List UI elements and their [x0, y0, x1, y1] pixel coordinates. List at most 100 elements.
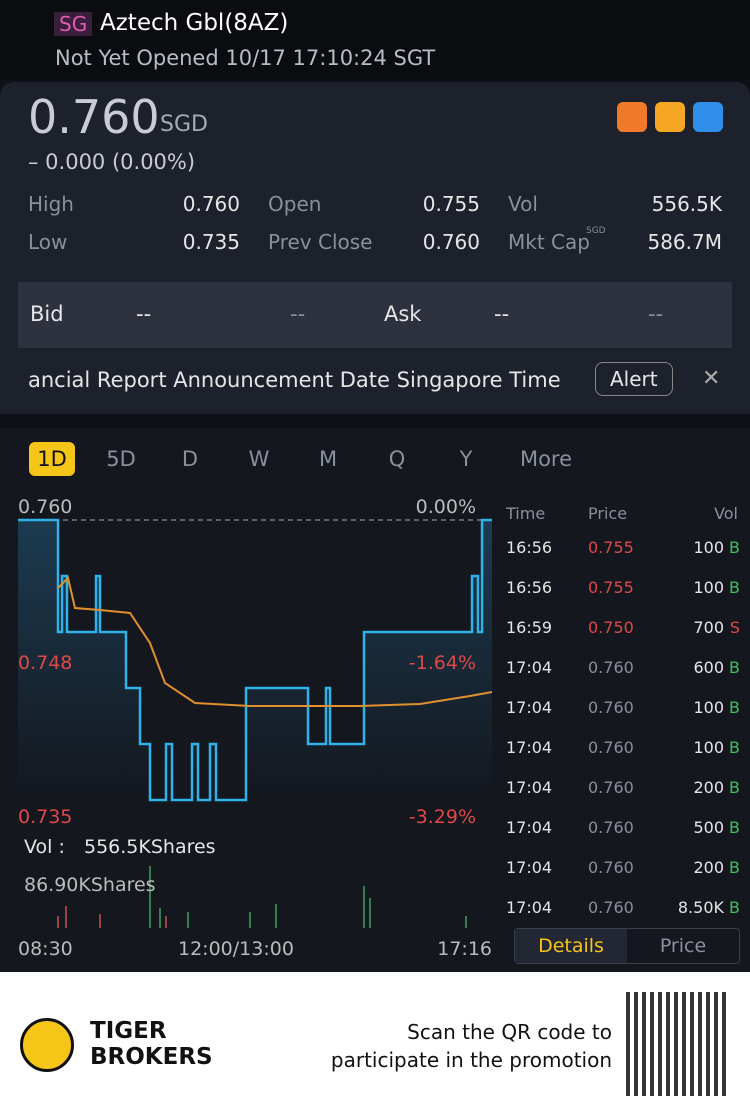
- close-icon[interactable]: ✕: [702, 366, 721, 391]
- trade-side: B: [729, 658, 740, 677]
- period-tab[interactable]: M: [318, 447, 338, 471]
- brand: TIGER: [90, 1018, 167, 1044]
- stat-value: 0.760: [182, 192, 240, 216]
- trade-header: Price: [588, 504, 628, 523]
- stat-value: 0.760: [422, 230, 480, 254]
- vol-max: 86.90KShares: [24, 874, 156, 896]
- chart-panel: 1D 5D D W M Q Y More 0.760 0.00% 0.748 -1.64% 0.735…: [0, 428, 750, 972]
- price: 0.760: [28, 90, 160, 144]
- trade-side: B: [729, 578, 740, 597]
- trade-vol: 500: [693, 818, 724, 837]
- ask-size: --: [648, 302, 664, 326]
- top-bar: SG Aztech Gbl(8AZ) Not Yet Opened 10/17 …: [0, 0, 750, 80]
- trade-price: 0.755: [588, 538, 634, 557]
- trade-vol: 8.50K: [677, 898, 724, 917]
- logo: [20, 1018, 74, 1072]
- period-tab[interactable]: Q: [388, 447, 406, 471]
- trade-time: 17:04: [506, 898, 553, 917]
- change: – 0.000 (0.00%): [28, 150, 196, 174]
- trade-side: B: [729, 858, 740, 877]
- vol-label: Vol :: [24, 836, 65, 858]
- trade-price: 0.760: [588, 858, 634, 877]
- avg-line: [57, 576, 493, 707]
- stat-value: 0.735: [182, 230, 240, 254]
- period-tab[interactable]: D: [181, 447, 199, 471]
- price-label: 0.735: [18, 806, 73, 828]
- trade-price: 0.760: [588, 778, 634, 797]
- qr-code: [626, 992, 730, 1096]
- stat-label: High: [28, 192, 74, 216]
- trade-side: B: [729, 818, 740, 837]
- stock-name: Aztech Gbl(8AZ): [100, 10, 289, 36]
- trade-vol: 100: [693, 738, 724, 757]
- trade-vol: 600: [693, 658, 724, 677]
- trade-time: 17:04: [506, 738, 553, 757]
- trade-time: 17:04: [506, 818, 553, 837]
- trade-vol: 200: [693, 858, 724, 877]
- period-tab[interactable]: 1D: [29, 442, 75, 476]
- volume-bars: [149, 866, 467, 928]
- vol-value: 556.5KShares: [84, 836, 216, 858]
- trade-price: 0.760: [588, 738, 634, 757]
- trade-vol: 100: [693, 538, 724, 557]
- volume-bars: [57, 906, 167, 928]
- price-label: 0.760: [18, 496, 73, 518]
- pct-label: 0.00%: [415, 496, 476, 518]
- footer: TIGER BROKERS Scan the QR code to partic…: [0, 972, 750, 1118]
- price-button[interactable]: Price: [659, 935, 707, 957]
- period-tab[interactable]: W: [248, 447, 270, 471]
- bid: --: [136, 302, 152, 326]
- trade-price: 0.760: [588, 898, 634, 917]
- stat-label: Mkt Cap: [508, 230, 590, 254]
- promo: Scan the QR code to: [407, 1020, 612, 1044]
- intraday-chart: [18, 518, 493, 928]
- trade-vol: 100: [693, 698, 724, 717]
- quote-panel: 0.760 SGD – 0.000 (0.00%) High 0.760 Open 0…: [0, 82, 750, 414]
- period-tab[interactable]: More: [519, 447, 573, 471]
- trade-side: B: [729, 778, 740, 797]
- trade-side: S: [729, 618, 740, 637]
- trade-side: B: [729, 738, 740, 757]
- detail-tabs: Details Price: [514, 928, 740, 964]
- trade-price: 0.755: [588, 578, 634, 597]
- x-label: 08:30: [18, 938, 73, 960]
- ask: --: [494, 302, 510, 326]
- price-area: [18, 520, 492, 800]
- bid-label: Bid: [30, 302, 64, 326]
- x-label: 17:16: [437, 938, 492, 960]
- trade-side: B: [729, 898, 740, 917]
- pct-label: -1.64%: [408, 652, 476, 674]
- period-tab[interactable]: Y: [459, 447, 473, 471]
- stat-value: 556.5K: [651, 192, 722, 216]
- stat-value: 0.755: [422, 192, 480, 216]
- trade-time: 16:56: [506, 578, 553, 597]
- trade-time: 17:04: [506, 698, 553, 717]
- banner-text: ancial Report Announcement Date Singapor…: [28, 368, 568, 392]
- market-badge: SG: [54, 12, 93, 36]
- trade-time: 17:04: [506, 858, 553, 877]
- bid-ask: Bid -- -- Ask -- --: [18, 282, 732, 348]
- icon[interactable]: [617, 102, 647, 132]
- bid-size: --: [290, 302, 306, 326]
- period-tab[interactable]: 5D: [106, 447, 136, 471]
- alert-button[interactable]: Alert: [595, 362, 673, 396]
- trade-header: Time: [506, 504, 546, 523]
- trade-time: 17:04: [506, 658, 553, 677]
- trade-header: Vol: [714, 504, 738, 523]
- currency: SGD: [160, 112, 208, 137]
- trade-side: B: [729, 698, 740, 717]
- stat-sup: SGD: [586, 226, 606, 236]
- trade-price: 0.760: [588, 698, 634, 717]
- trade-vol: 700: [693, 618, 724, 637]
- brand: BROKERS: [90, 1044, 213, 1070]
- x-label: 12:00/13:00: [178, 938, 294, 960]
- stat-value: 586.7M: [647, 230, 722, 254]
- icon[interactable]: [693, 102, 723, 132]
- trade-price: 0.760: [588, 658, 634, 677]
- status: Not Yet Opened 10/17 17:10:24 SGT: [55, 46, 436, 70]
- icon[interactable]: [655, 102, 685, 132]
- pct-label: -3.29%: [408, 806, 476, 828]
- details-button[interactable]: Details: [515, 929, 627, 963]
- stat-label: Prev Close: [268, 230, 373, 254]
